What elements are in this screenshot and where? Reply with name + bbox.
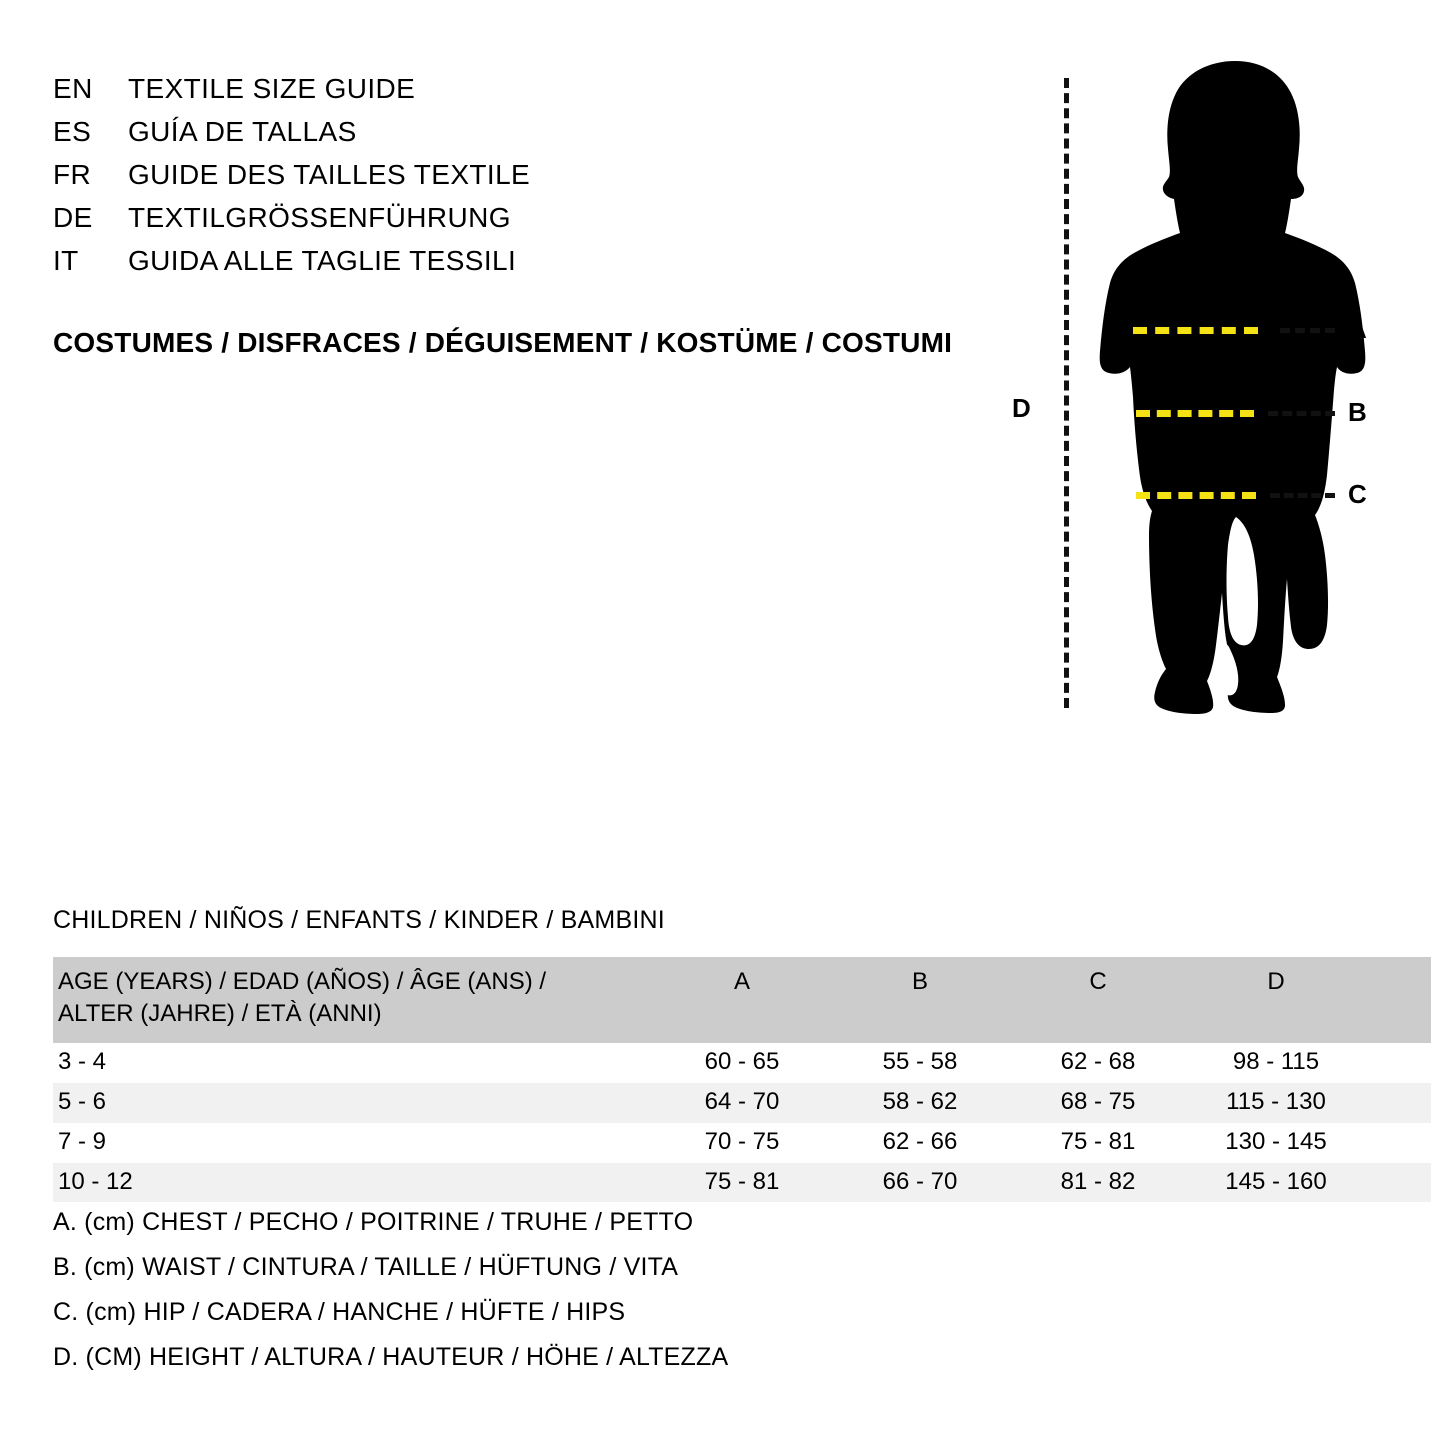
hip-measure-line (1136, 492, 1256, 499)
age-cell: 5 - 6 (53, 1083, 653, 1123)
language-row-fr: FR GUIDE DES TAILLES TEXTILE (53, 159, 673, 202)
table-header-row: AGE (YEARS) / EDAD (AÑOS) / ÂGE (ANS) / … (53, 957, 1431, 1044)
chest-cell: 60 - 65 (704, 1048, 780, 1076)
row-spacer (1365, 1083, 1431, 1123)
header-spacer (1365, 957, 1431, 1044)
legend-row-c: C. (cm) HIP / CADERA / HANCHE / HÜFTE / … (53, 1298, 626, 1326)
table-section-heading: CHILDREN / NIÑOS / ENFANTS / KINDER / BA… (53, 906, 665, 934)
height-guide-line (1064, 78, 1069, 708)
legend-row-d: D. (CM) HEIGHT / ALTURA / HAUTEUR / HÖHE… (53, 1343, 729, 1371)
table-row: 5 - 6 64 - 70 58 - 62 68 - 75 115 - 130 (53, 1083, 1431, 1123)
row-spacer (1365, 1162, 1431, 1203)
hip-cell: 81 - 82 (1009, 1162, 1187, 1203)
language-row-en: EN TEXTILE SIZE GUIDE (53, 73, 673, 116)
language-title-block: EN TEXTILE SIZE GUIDE ES GUÍA DE TALLAS … (53, 73, 673, 288)
chest-cell: 70 - 75 (704, 1127, 780, 1155)
chest-leader-line (1280, 328, 1335, 333)
height-cell: 98 - 115 (1232, 1048, 1320, 1076)
column-header-a: A (653, 957, 831, 1044)
chest-measure-line (1133, 327, 1258, 334)
waist-cell: 58 - 62 (831, 1083, 1009, 1123)
chest-cell: 64 - 70 (653, 1083, 831, 1123)
figure-diagram: D A B C (990, 55, 1410, 725)
hip-cell: 75 - 81 (1060, 1127, 1136, 1155)
language-code: IT (53, 245, 79, 276)
language-code: ES (53, 116, 92, 147)
table-row: 7 - 9 70 - 75 62 - 66 75 - 81 130 - 145 (53, 1123, 1431, 1163)
table-row: 10 - 12 75 - 81 66 - 70 81 - 82 145 - 16… (53, 1162, 1431, 1203)
language-title: GUÍA DE TALLAS (128, 116, 357, 147)
table-row: 3 - 4 60 - 65 55 - 58 62 - 68 98 - 115 (53, 1043, 1431, 1083)
waist-cell: 62 - 66 (882, 1127, 958, 1155)
waist-cell: 55 - 58 (882, 1048, 958, 1076)
column-header-c: C (1009, 957, 1187, 1044)
measure-label-c: C (1348, 479, 1367, 509)
language-title: GUIDE DES TAILLES TEXTILE (128, 159, 531, 190)
waist-cell: 66 - 70 (831, 1162, 1009, 1203)
size-table: AGE (YEARS) / EDAD (AÑOS) / ÂGE (ANS) / … (53, 957, 1431, 1203)
language-row-es: ES GUÍA DE TALLAS (53, 116, 673, 159)
language-code: FR (53, 159, 92, 190)
measure-label-a: A (1348, 314, 1367, 344)
age-cell: 3 - 4 (58, 1048, 107, 1076)
height-cell: 145 - 160 (1187, 1162, 1365, 1203)
waist-measure-line (1136, 410, 1254, 417)
age-column-header: AGE (YEARS) / EDAD (AÑOS) / ÂGE (ANS) / … (53, 957, 653, 1044)
measurement-legend: A. (cm) CHEST / PECHO / POITRINE / TRUHE… (53, 1200, 953, 1380)
chest-cell: 75 - 81 (653, 1162, 831, 1203)
language-title: TEXTILE SIZE GUIDE (128, 73, 416, 104)
height-cell: 115 - 130 (1187, 1083, 1365, 1123)
legend-row-a: A. (cm) CHEST / PECHO / POITRINE / TRUHE… (53, 1208, 694, 1236)
row-spacer (1365, 1123, 1431, 1163)
height-cell: 130 - 145 (1225, 1127, 1327, 1155)
age-cell: 7 - 9 (58, 1127, 107, 1155)
waist-leader-line (1268, 411, 1335, 416)
language-code: EN (53, 73, 93, 104)
hip-cell: 62 - 68 (1060, 1048, 1136, 1076)
language-row-it: IT GUIDA ALLE TAGLIE TESSILI (53, 245, 673, 288)
language-title: TEXTILGRÖSSENFÜHRUNG (128, 202, 511, 233)
hip-cell: 68 - 75 (1009, 1083, 1187, 1123)
row-spacer (1365, 1043, 1431, 1083)
measure-label-b: B (1348, 397, 1367, 427)
column-header-d: D (1187, 957, 1365, 1044)
height-label-d: D (1012, 393, 1031, 423)
age-cell: 10 - 12 (53, 1162, 653, 1203)
legend-row-b: B. (cm) WAIST / CINTURA / TAILLE / HÜFTU… (53, 1253, 679, 1281)
age-header-line-2: ALTER (JAHRE) / ETÀ (ANNI) (58, 999, 382, 1027)
hip-leader-line (1270, 493, 1335, 498)
category-line: COSTUMES / DISFRACES / DÉGUISEMENT / KOS… (53, 327, 953, 358)
child-silhouette-icon (1099, 61, 1366, 714)
column-header-b: B (831, 957, 1009, 1044)
age-header-line-1: AGE (YEARS) / EDAD (AÑOS) / ÂGE (ANS) / (58, 968, 547, 995)
language-row-de: DE TEXTILGRÖSSENFÜHRUNG (53, 202, 673, 245)
language-code: DE (53, 202, 93, 233)
language-title: GUIDA ALLE TAGLIE TESSILI (128, 245, 517, 276)
